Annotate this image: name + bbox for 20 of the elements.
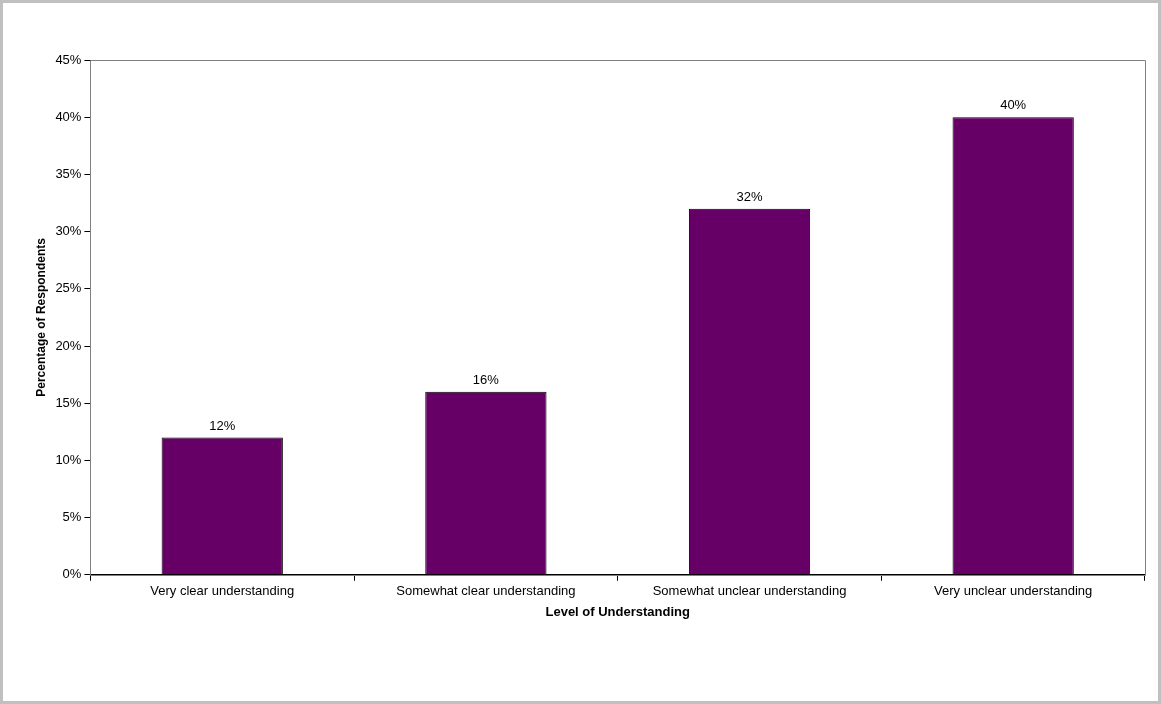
data-label: 32% [736, 188, 763, 204]
y-tick-label: 0% [62, 566, 82, 582]
x-tick-label: Somewhat clear understanding [396, 583, 576, 599]
y-axis-title: Percentage of Respondents [33, 237, 48, 397]
data-label: 12% [209, 417, 236, 433]
y-tick-label: 5% [62, 509, 82, 525]
x-tick-label: Very unclear understanding [934, 583, 1093, 599]
y-tick-label: 10% [55, 451, 82, 467]
data-label: 40% [1000, 97, 1027, 113]
data-label: 16% [472, 371, 500, 387]
y-tick-label: 45% [55, 51, 82, 67]
y-tick-label: 35% [55, 165, 82, 181]
y-tick-label: 15% [55, 394, 82, 410]
x-axis-title: Level of Understanding [545, 603, 690, 619]
y-tick-label: 40% [55, 108, 82, 124]
y-tick-label: 30% [55, 223, 82, 239]
x-tick-label: Somewhat unclear understanding [652, 583, 847, 599]
y-tick-label: 20% [55, 337, 82, 353]
x-tick-label: Very clear understanding [150, 583, 295, 599]
y-tick-label: 25% [55, 280, 82, 296]
